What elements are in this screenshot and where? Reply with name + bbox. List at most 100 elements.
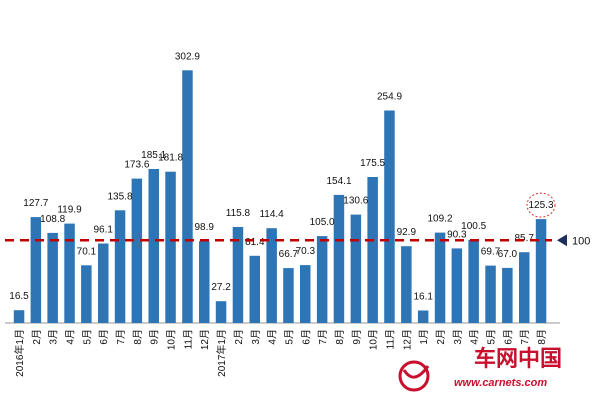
value-label: 115.8: [226, 208, 251, 219]
value-label: 96.1: [93, 225, 113, 236]
x-tick-label: 4月: [267, 329, 279, 345]
x-tick-label: 2月: [31, 329, 43, 345]
highlight-circle: [526, 192, 556, 218]
value-label: 135.8: [107, 191, 132, 202]
x-tick-label: 3月: [250, 329, 262, 345]
value-label: 70.1: [77, 246, 97, 257]
watermark-url: www.carnets.com: [454, 377, 547, 389]
bar: [13, 310, 25, 323]
bar: [215, 301, 227, 323]
x-tick-label: 11月: [182, 329, 194, 349]
x-tick-label: 2017年1月: [215, 329, 228, 377]
bar: [502, 267, 513, 323]
x-tick-label: 5月: [486, 329, 498, 345]
bar: [131, 178, 143, 323]
bar: [266, 228, 277, 323]
x-tick-label: 3月: [48, 329, 60, 345]
value-label: 85.7: [514, 233, 534, 244]
bar: [249, 255, 260, 323]
bar: [114, 210, 126, 323]
value-label: 16.1: [413, 292, 433, 303]
value-label: 100.5: [461, 221, 486, 232]
bar: [64, 223, 75, 323]
bar: [283, 268, 294, 323]
x-tick-label: 10月: [368, 329, 380, 350]
x-tick-label: 12月: [199, 329, 211, 350]
x-tick-label: 8月: [536, 329, 548, 345]
value-label: 98.9: [194, 222, 214, 233]
bar: [417, 310, 429, 323]
x-tick-label: 10月: [166, 329, 178, 350]
x-tick-label: 6月: [300, 329, 312, 345]
bar: [519, 252, 530, 323]
watermark-logo-icon: [398, 360, 430, 392]
value-label: 173.6: [124, 160, 149, 171]
value-label: 92.9: [397, 227, 417, 238]
value-label: 69.7: [481, 247, 501, 258]
value-label: 175.5: [360, 158, 385, 169]
bar: [468, 239, 479, 323]
bar: [316, 236, 328, 323]
x-tick-label: 7月: [317, 329, 329, 345]
x-tick-label: 9月: [149, 329, 161, 345]
bar: [30, 217, 42, 323]
value-label: 81.4: [245, 237, 265, 248]
bar: [384, 110, 395, 323]
value-label: 105.0: [310, 217, 335, 228]
bars-group: [13, 70, 547, 323]
bar: [165, 171, 176, 323]
x-tick-label: 11月: [385, 329, 397, 349]
bar: [451, 248, 463, 323]
value-label: 181.8: [158, 153, 183, 164]
x-tick-label: 8月: [334, 329, 346, 345]
value-label: 125.3: [528, 200, 553, 211]
value-label: 109.2: [427, 214, 452, 225]
value-label: 154.1: [326, 176, 351, 187]
value-label: 114.4: [259, 209, 284, 220]
watermark: 车网中国 www.carnets.com: [398, 346, 562, 392]
x-tick-label: 5月: [81, 329, 93, 345]
bar: [148, 169, 159, 323]
value-label: 90.3: [447, 229, 467, 240]
x-tick-label: 2016年1月: [13, 329, 26, 377]
x-tick-label: 6月: [502, 329, 514, 345]
value-label: 127.7: [23, 198, 48, 209]
value-label: 67.0: [498, 249, 518, 260]
value-label: 66.7: [279, 249, 299, 260]
x-tick-label: 7月: [115, 329, 127, 345]
value-label: 27.2: [211, 282, 231, 293]
bar: [232, 227, 244, 323]
x-tick-label: 1月: [418, 329, 430, 345]
x-tick-label: 7月: [519, 329, 531, 345]
value-label: 70.3: [296, 246, 316, 257]
bar: [535, 219, 547, 323]
x-tick-label: 2月: [435, 329, 447, 345]
bar: [199, 241, 210, 323]
bar: [81, 265, 92, 323]
value-label: 185.1: [141, 150, 166, 161]
x-tick-label: 2月: [233, 329, 245, 345]
x-tick-label: 8月: [132, 329, 144, 345]
bar: [350, 214, 362, 323]
x-tick-label: 5月: [283, 329, 295, 345]
bar: [434, 232, 446, 323]
bar: [47, 232, 58, 323]
bar: [182, 70, 193, 323]
bar: [300, 265, 311, 323]
reference-arrow-icon: [557, 234, 567, 247]
x-tick-label: 3月: [452, 329, 464, 345]
bar: [401, 246, 412, 323]
watermark-name: 车网中国: [474, 346, 562, 371]
x-tick-label: 6月: [98, 329, 110, 345]
bar: [485, 265, 496, 323]
value-label: 254.9: [377, 92, 402, 103]
x-tick-label: 9月: [351, 329, 363, 345]
bar: [333, 194, 345, 323]
value-label: 119.9: [57, 205, 82, 216]
value-label: 16.5: [9, 291, 29, 302]
x-tick-label: 4月: [469, 329, 481, 345]
value-label: 302.9: [175, 51, 200, 62]
bar: [98, 243, 109, 323]
